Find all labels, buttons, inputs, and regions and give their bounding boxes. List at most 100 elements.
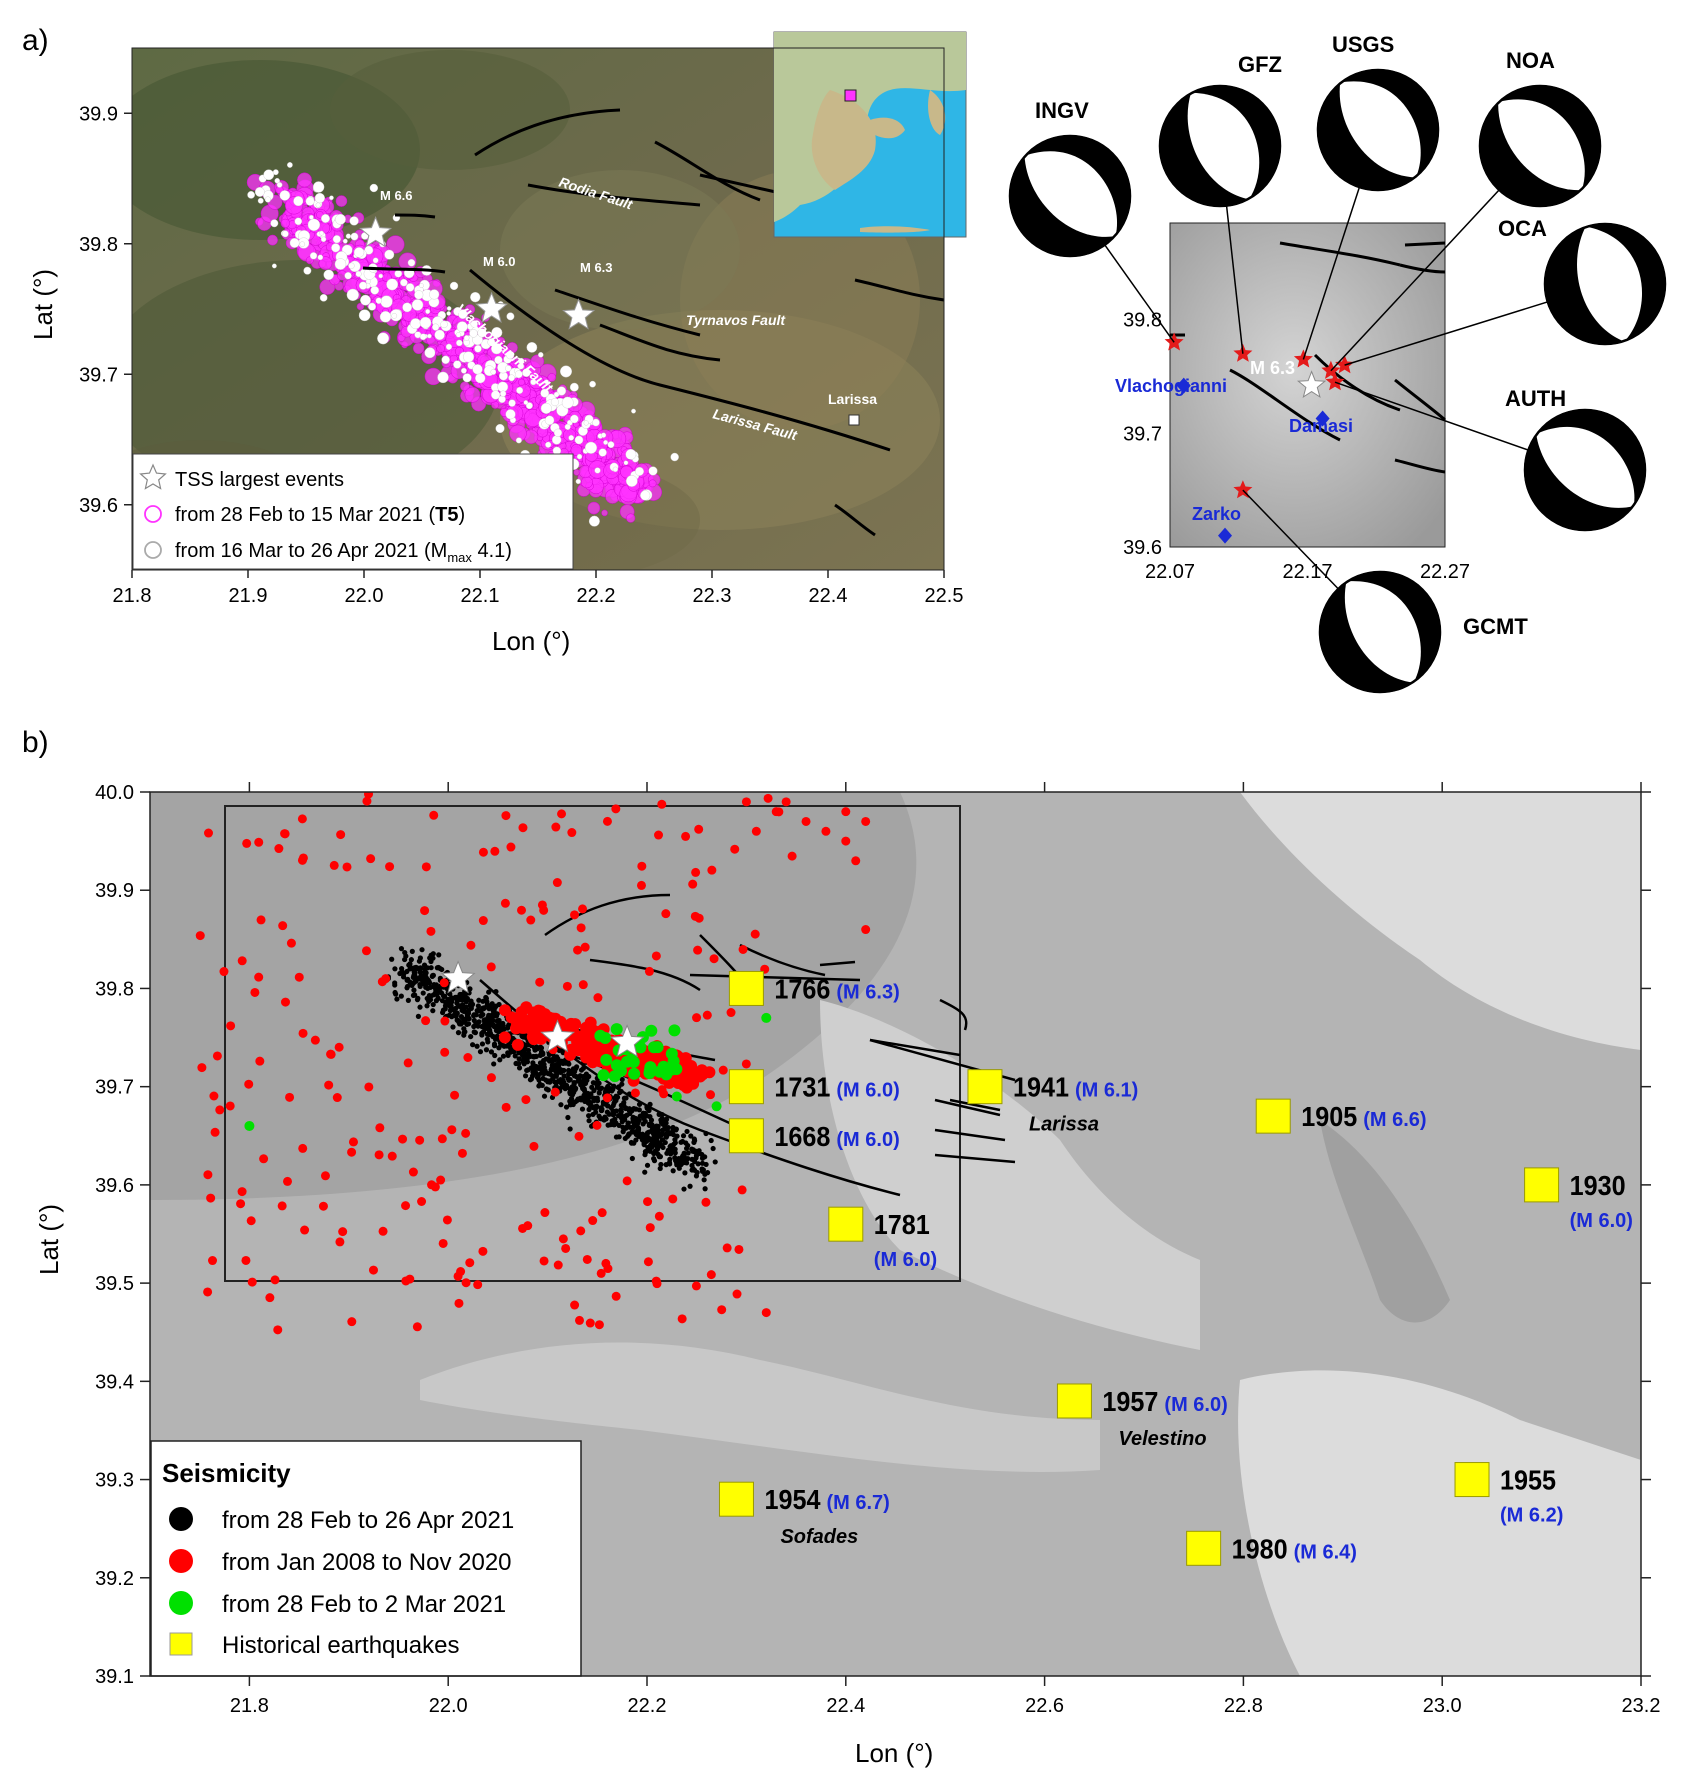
historical-instrumental-event: [570, 910, 580, 920]
late-event: [350, 232, 359, 241]
late-event: [462, 373, 472, 383]
historical-instrumental-event: [738, 945, 748, 955]
recent-event: [417, 983, 423, 990]
historical-instrumental-event: [706, 1090, 716, 1100]
recent-event: [591, 1087, 597, 1094]
historical-instrumental-event: [478, 1246, 488, 1256]
recent-event: [494, 1033, 500, 1039]
axis-focal-ytick-label: 39.7: [1123, 423, 1162, 445]
late-event: [294, 217, 303, 226]
late-event: [603, 440, 609, 445]
recent-event: [618, 1109, 624, 1115]
historical-eq-1766: 1766 (M 6.3): [728, 970, 900, 1006]
historical-instrumental-event: [601, 1258, 611, 1268]
historical-instrumental-event: [668, 1194, 678, 1204]
legend-a-magenta-symbol: [144, 505, 162, 523]
historical-instrumental-event: [701, 1197, 711, 1207]
historical-instrumental-event: [861, 816, 871, 826]
agency-epicenter-star: [1325, 372, 1345, 391]
late-event: [570, 414, 579, 424]
historical-eq-magnitude: (M 6.3): [836, 981, 899, 1003]
late-event: [456, 321, 468, 333]
recent-event: [642, 1112, 648, 1118]
recent-event: [598, 1105, 604, 1111]
recent-event: [505, 1052, 511, 1059]
historical-instrumental-event: [722, 1243, 732, 1253]
historical-instrumental-event: [730, 844, 740, 854]
historical-eq-marker: [828, 1206, 864, 1242]
axis-focal-xtick-label: 22.07: [1145, 561, 1195, 583]
late-event: [670, 452, 679, 462]
late-event: [410, 318, 421, 330]
axis-b-ytick-label: 39.4: [95, 1371, 134, 1393]
recent-event: [459, 1020, 465, 1026]
recent-event: [500, 1053, 507, 1059]
recent-event: [494, 1011, 500, 1017]
recent-event: [701, 1177, 707, 1183]
late-event: [315, 202, 321, 208]
recent-event: [402, 949, 408, 956]
historical-instrumental-event: [550, 1087, 560, 1097]
historical-instrumental-event: [841, 807, 851, 817]
historical-instrumental-event: [244, 1079, 254, 1089]
recent-event: [533, 1063, 539, 1070]
historical-instrumental-event: [695, 1064, 708, 1077]
axis-b-ytick-label: 39.7: [95, 1077, 134, 1099]
recent-event: [606, 1111, 612, 1117]
late-event: [386, 278, 399, 291]
recent-event: [480, 998, 486, 1004]
recent-event: [678, 1139, 684, 1145]
recent-event: [491, 1041, 498, 1047]
historical-eq-magnitude: (M 6.1): [1075, 1080, 1138, 1102]
historical-instrumental-event: [278, 921, 288, 931]
historical-instrumental-event: [588, 1048, 601, 1061]
historical-eq-1905: 1905 (M 6.6): [1255, 1098, 1427, 1134]
historical-instrumental-event: [643, 1257, 653, 1267]
place-damasi: Damasi: [1289, 416, 1353, 436]
historical-instrumental-event: [246, 1216, 256, 1226]
historical-instrumental-event: [203, 828, 213, 838]
recent-event: [415, 1013, 422, 1019]
historical-instrumental-event: [694, 824, 704, 834]
recent-event: [520, 1051, 526, 1057]
late-event: [411, 299, 424, 311]
late-event: [405, 283, 415, 292]
historical-instrumental-event: [463, 1053, 473, 1063]
recent-event: [687, 1183, 693, 1189]
white-events: [247, 162, 679, 527]
recent-event: [609, 1088, 615, 1094]
recent-event: [633, 1137, 639, 1143]
recent-event: [404, 977, 410, 983]
recent-event: [526, 1051, 532, 1058]
late-event: [538, 352, 544, 358]
historical-instrumental-event: [364, 1082, 374, 1092]
recent-event: [420, 990, 426, 996]
historical-instrumental-event: [732, 1289, 742, 1299]
late-event: [589, 380, 596, 388]
recent-event: [596, 1090, 602, 1096]
historical-instrumental-event: [521, 1095, 531, 1105]
recent-event: [488, 1049, 495, 1055]
late-event: [287, 162, 293, 168]
late-event: [569, 382, 579, 392]
recent-event: [418, 973, 424, 979]
early-event: [671, 1091, 682, 1102]
historical-instrumental-event: [657, 799, 667, 809]
recent-event: [648, 1136, 654, 1142]
late-event: [475, 372, 486, 384]
late-event: [583, 420, 589, 426]
late-event: [391, 313, 398, 319]
historical-instrumental-event: [457, 1148, 467, 1158]
recent-event: [417, 969, 423, 975]
late-event: [526, 402, 533, 410]
recent-event: [712, 1159, 718, 1165]
recent-event: [567, 1126, 573, 1132]
recent-event: [487, 1004, 494, 1010]
recent-event: [631, 1105, 637, 1112]
historical-instrumental-event: [540, 1208, 550, 1218]
historical-instrumental-event: [596, 1268, 606, 1278]
recent-event: [543, 1086, 550, 1092]
historical-instrumental-event: [241, 1255, 251, 1265]
recent-event: [513, 1060, 519, 1067]
late-event: [561, 396, 574, 409]
